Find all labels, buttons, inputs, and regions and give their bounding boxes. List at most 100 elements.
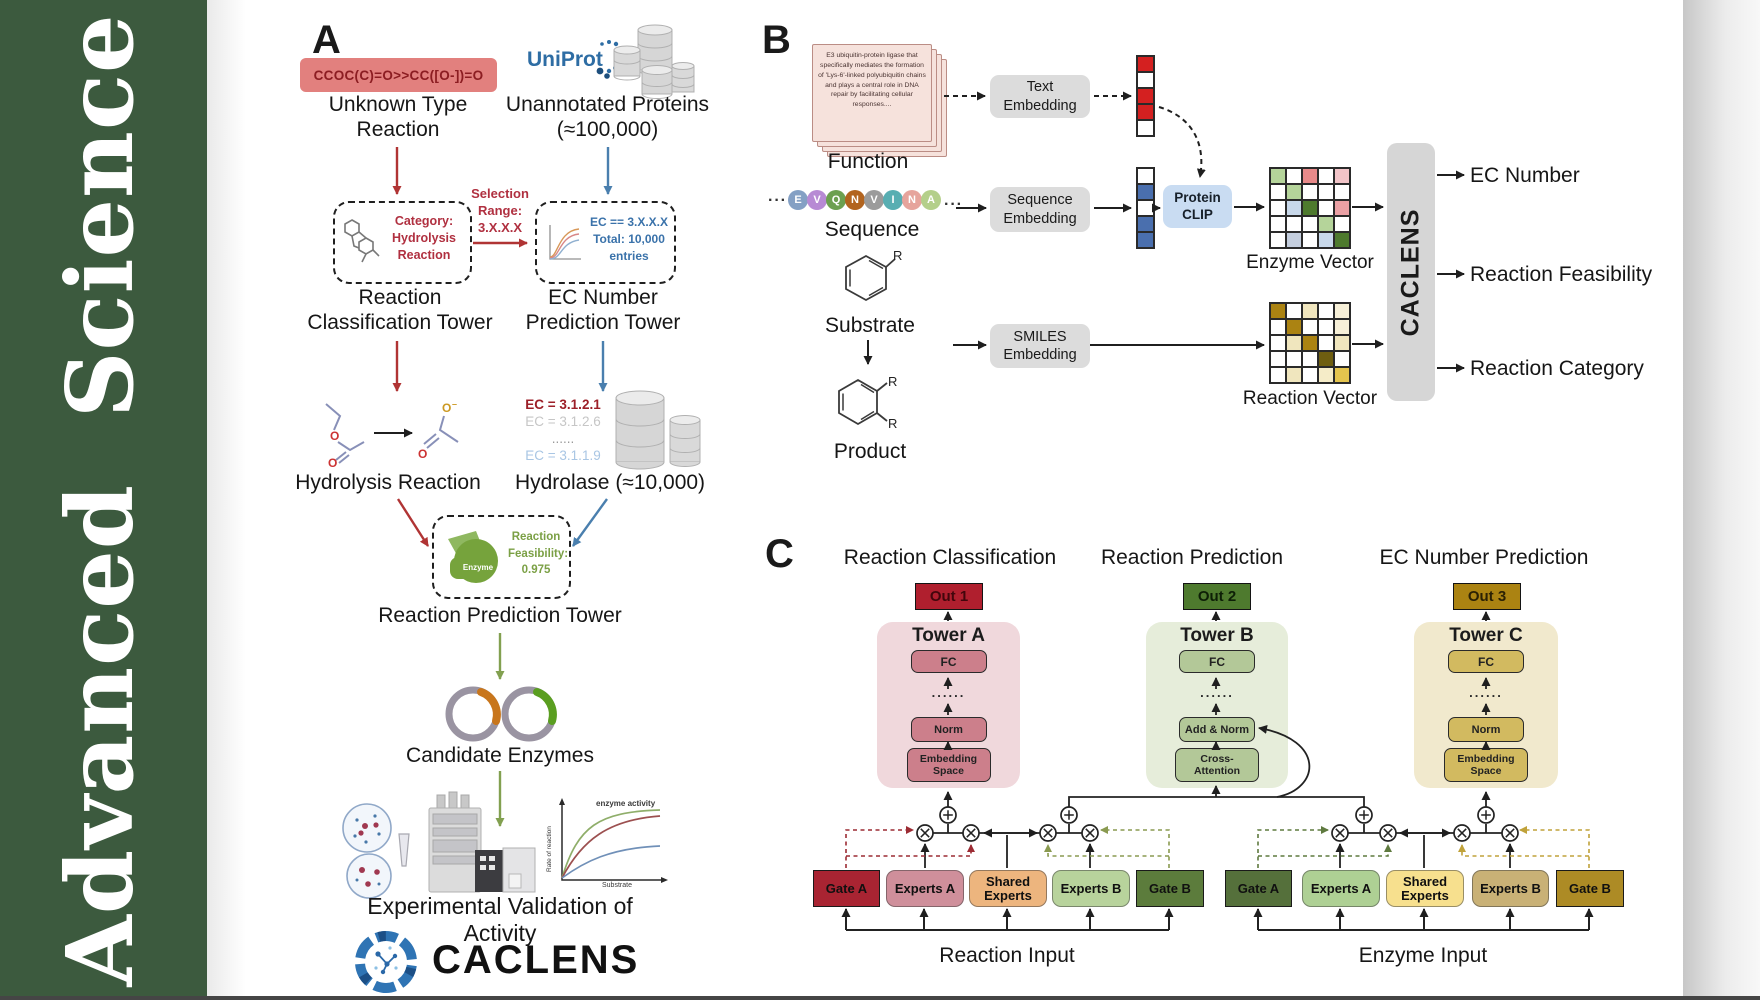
kinetics-plot-icon xyxy=(559,798,668,883)
feasibility-line1: Reaction xyxy=(511,531,561,543)
journal-sidebar xyxy=(0,0,207,1000)
vector-cell xyxy=(1303,169,1317,183)
vector-cell xyxy=(1303,352,1317,366)
reaction-feasibility-label: Reaction Feasibility: 0.975 xyxy=(508,529,568,579)
tower-b: Tower B FC ...... Add & Norm Cross-Atten… xyxy=(1146,622,1288,788)
vector-cell xyxy=(1319,320,1333,334)
ec-entry: EC = 3.1.1.9 xyxy=(525,448,601,463)
vector-cell xyxy=(1271,169,1285,183)
tower-a-title: Tower A xyxy=(912,625,985,646)
page-edge-right xyxy=(1683,0,1760,1000)
vector-cell xyxy=(1138,57,1153,71)
residue-circle-V: V xyxy=(864,190,884,210)
vector-cell xyxy=(1303,304,1317,318)
substrate-molecule-icon: R xyxy=(845,248,902,302)
vector-cell xyxy=(1287,304,1301,318)
vector-cell xyxy=(1319,352,1333,366)
reaction-input-label: Reaction Input xyxy=(939,944,1075,967)
vector-cell xyxy=(1303,201,1317,215)
residue-circle-Q: Q xyxy=(826,190,846,210)
residue-circle-E: E xyxy=(788,190,808,210)
experts-b-right: Experts B xyxy=(1472,870,1549,907)
experts-a-left: Experts A xyxy=(886,870,964,907)
vector-cell xyxy=(1303,185,1317,199)
unknown-reaction-label: Unknown Type Reaction xyxy=(328,93,468,141)
vector-cell xyxy=(1335,352,1349,366)
caclens-model-bar: CACLENS xyxy=(1387,143,1435,401)
function-card-text: E3 ubiquitin-protein ligase that specifi… xyxy=(818,52,926,109)
molecule-scribble-icon xyxy=(344,219,380,263)
output-ec-number: EC Number xyxy=(1470,164,1580,187)
vector-cell xyxy=(1138,185,1153,199)
vector-cell xyxy=(1138,89,1153,103)
vector-cell xyxy=(1335,217,1349,231)
database-stack-icon xyxy=(613,24,695,99)
tower-c: Tower C FC ...... Norm Embedding Space xyxy=(1414,622,1558,788)
vector-cell xyxy=(1138,105,1153,119)
out2-box: Out 2 xyxy=(1183,583,1251,610)
product-r2-label: R xyxy=(888,416,897,431)
ec-entry: EC = 3.1.2.6 xyxy=(525,414,601,429)
vector-cell xyxy=(1319,304,1333,318)
reaction-smiles-box: CCOC(C)=O>>CC([O-])=O xyxy=(300,58,497,92)
tower-b-dots: ...... xyxy=(1200,685,1234,700)
vector-cell xyxy=(1138,217,1153,231)
tower-c-dots: ...... xyxy=(1469,685,1503,700)
vector-cell xyxy=(1287,217,1301,231)
svg-text:–: – xyxy=(452,399,457,409)
vector-cell xyxy=(1271,233,1285,247)
output-reaction-feasibility: Reaction Feasibility xyxy=(1470,263,1653,286)
vector-cell xyxy=(1271,201,1285,215)
journal-brand: Advanced Science xyxy=(46,13,154,987)
ec-tower-label: EC Number Prediction Tower xyxy=(525,286,681,334)
ec-range-line1: EC == 3.X.X.X xyxy=(589,215,669,229)
text-vector xyxy=(1136,55,1155,137)
vector-cell xyxy=(1138,233,1153,247)
col-title-reaction-prediction: Reaction Prediction xyxy=(1100,546,1284,569)
svg-text:O: O xyxy=(442,401,451,415)
gate-b-left: Gate B xyxy=(1136,870,1204,907)
curves-plot-icon xyxy=(549,225,581,260)
ec-candidate-list: EC = 3.1.2.1 EC = 3.1.2.6...... EC = 3.1.1… xyxy=(520,396,606,464)
acetate-molecule-icon: O – O xyxy=(418,399,459,461)
ec-entry: EC = 3.1.2.1 xyxy=(525,397,601,412)
experimental-validation-label: Experimental Validation of Activity xyxy=(367,893,633,947)
shared-experts-left: Shared Experts xyxy=(969,870,1047,907)
panel-c-label: C xyxy=(765,532,794,576)
vector-cell xyxy=(1287,169,1301,183)
vector-cell xyxy=(1271,185,1285,199)
residue-circle-N: N xyxy=(902,190,922,210)
feasibility-line3: 0.975 xyxy=(521,564,551,577)
vector-cell xyxy=(1335,304,1349,318)
vector-cell xyxy=(1303,336,1317,350)
tower-b-add-norm: Add & Norm xyxy=(1179,717,1255,742)
reaction-classification-tower-box: Category: Hydrolysis Reaction xyxy=(333,201,472,284)
vector-cell xyxy=(1319,336,1333,350)
sequence-embedding-box: Sequence Embedding xyxy=(990,187,1090,232)
page-edge-bottom xyxy=(0,996,1760,1000)
text-embedding-box: Text Embedding xyxy=(990,75,1090,118)
svg-text:O: O xyxy=(330,429,339,443)
smiles-embedding-box: SMILES Embedding xyxy=(990,324,1090,368)
vector-cell xyxy=(1271,368,1285,382)
enzyme-activity-curve-label: enzyme activity xyxy=(596,799,656,808)
substrate-label: Substrate xyxy=(825,314,915,337)
ec-entry: ...... xyxy=(551,431,575,446)
vector-cell xyxy=(1319,217,1333,231)
vector-cell xyxy=(1335,185,1349,199)
tower-c-norm: Norm xyxy=(1448,717,1524,742)
substrate-r-label: R xyxy=(893,248,902,263)
col-title-ec-number-prediction: EC Number Prediction xyxy=(1379,546,1589,569)
tower-a-dots: ...... xyxy=(931,685,966,700)
vector-cell xyxy=(1287,352,1301,366)
caclens-bar-label: CACLENS xyxy=(1396,208,1425,336)
plasmid-icons xyxy=(445,686,557,742)
vector-cell xyxy=(1138,121,1153,135)
page-edge-left xyxy=(207,0,259,1000)
tower-c-fc: FC xyxy=(1448,650,1524,673)
sequence-vector xyxy=(1136,167,1155,249)
plot-xlabel: Substrate xyxy=(602,882,632,889)
svg-text:O: O xyxy=(328,456,337,468)
hplc-instrument-icon xyxy=(428,791,536,893)
tower-a-norm: Norm xyxy=(910,717,987,742)
